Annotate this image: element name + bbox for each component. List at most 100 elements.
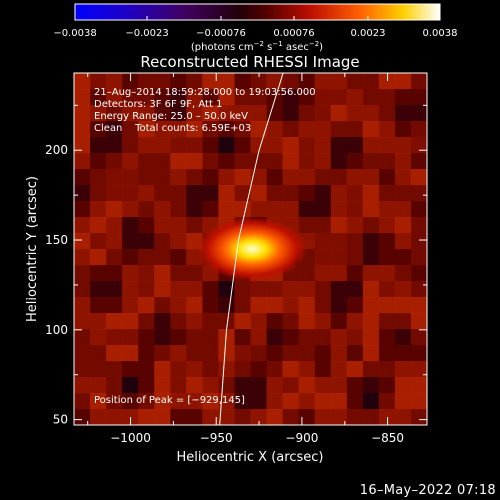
heatmap-cell <box>330 409 348 425</box>
heatmap-cell <box>218 345 235 362</box>
heatmap-cell <box>250 121 268 138</box>
colorbar-ticks: −0.0038 −0.0023 −0.00076 0.00076 0.0023 0.003… <box>53 16 458 39</box>
footer-timestamp: 16–May–2022 07:18 <box>359 483 496 498</box>
heatmap-cell <box>282 361 300 378</box>
heatmap-cell <box>330 297 348 314</box>
heatmap-cell <box>282 297 300 314</box>
heatmap-cell <box>410 137 427 154</box>
heatmap-cell <box>186 105 203 122</box>
heatmap-cell <box>250 137 268 154</box>
heatmap-cell <box>250 201 268 218</box>
heatmap-cell <box>346 169 364 186</box>
heatmap-cell <box>266 393 284 410</box>
heatmap-cell <box>250 345 268 362</box>
heatmap-cell <box>314 73 332 90</box>
heatmap-cell <box>138 201 155 218</box>
heatmap-cell <box>394 73 412 90</box>
heatmap-cell <box>266 185 284 202</box>
heatmap-cell <box>362 345 380 362</box>
heatmap-cell <box>106 345 123 362</box>
heatmap-cell <box>154 297 171 314</box>
heatmap-cell <box>250 297 268 314</box>
heatmap-cell <box>282 169 300 186</box>
heatmap-cells <box>74 73 427 425</box>
heatmap-cell <box>170 201 187 218</box>
heatmap-cell <box>202 153 219 170</box>
heatmap-cell <box>106 137 123 154</box>
heatmap-cell <box>410 217 427 234</box>
heatmap-cell <box>138 409 155 425</box>
heatmap-cell <box>314 201 332 218</box>
heatmap-cell <box>362 281 380 298</box>
heatmap-cell <box>378 345 396 362</box>
heatmap-cell <box>218 185 235 202</box>
heatmap-cell <box>154 329 171 346</box>
heatmap-cell <box>378 313 396 330</box>
info-method: Clean Total counts: 6.59E+03 <box>94 123 252 134</box>
heatmap-cell <box>378 73 396 90</box>
heatmap-cell <box>378 393 396 410</box>
heatmap-cell <box>346 281 364 298</box>
heatmap-cell <box>410 201 427 218</box>
heatmap-cell <box>378 361 396 378</box>
heatmap-cell <box>362 393 380 410</box>
heatmap-cell <box>186 201 203 218</box>
colorbar-tick-label: 0.0038 <box>423 28 458 39</box>
heatmap-cell <box>394 377 412 394</box>
heatmap-cell <box>362 265 380 282</box>
heatmap-cell <box>202 281 219 298</box>
heatmap-cell <box>74 265 91 282</box>
heatmap-cell <box>106 313 123 330</box>
heatmap-cell <box>282 73 300 90</box>
heatmap-cell <box>298 345 316 362</box>
heatmap-cell <box>170 185 187 202</box>
heatmap-cell <box>90 169 107 186</box>
heatmap-cell <box>250 313 268 330</box>
heatmap-cell <box>154 281 171 298</box>
chart-title: Reconstructed RHESSI Image <box>140 53 359 71</box>
heatmap-cell <box>330 73 348 90</box>
heatmap-cell <box>378 281 396 298</box>
heatmap-cell <box>362 73 380 90</box>
heatmap-cell <box>218 105 235 122</box>
heatmap-cell <box>298 137 316 154</box>
heatmap-cell <box>170 393 187 410</box>
heatmap-cell <box>314 185 332 202</box>
heatmap-cell <box>154 265 171 282</box>
heatmap-cell <box>74 169 91 186</box>
heatmap-cell <box>394 201 412 218</box>
heatmap-cell <box>74 409 91 425</box>
heatmap-cell <box>330 169 348 186</box>
heatmap-cell <box>346 345 364 362</box>
heatmap-cell <box>282 121 300 138</box>
heatmap-cell <box>202 73 219 90</box>
heatmap-cell <box>170 409 187 425</box>
heatmap-cell <box>410 281 427 298</box>
heatmap-cell <box>74 201 91 218</box>
heatmap-cell <box>218 89 235 106</box>
heatmap-cell <box>394 105 412 122</box>
heatmap-cell <box>74 137 91 154</box>
heatmap-cell <box>234 313 251 330</box>
heatmap-cell <box>122 233 139 250</box>
heatmap-cell <box>138 393 155 410</box>
heatmap-cell <box>314 217 332 234</box>
heatmap-cell <box>266 153 284 170</box>
heatmap-cell <box>266 313 284 330</box>
heatmap-cell <box>90 153 107 170</box>
heatmap-cell <box>90 297 107 314</box>
heatmap-cell <box>154 89 171 106</box>
heatmap-cell <box>122 217 139 234</box>
heatmap-cell <box>378 153 396 170</box>
heatmap-cell <box>346 313 364 330</box>
heatmap-cell <box>122 297 139 314</box>
heatmap-cell <box>138 137 155 154</box>
heatmap-cell <box>218 73 235 90</box>
heatmap-cell <box>330 105 348 122</box>
heatmap-cell <box>154 377 171 394</box>
heatmap-cell <box>170 297 187 314</box>
heatmap-cell <box>106 153 123 170</box>
heatmap-cell <box>330 265 348 282</box>
heatmap-cell <box>74 377 91 394</box>
heatmap-cell <box>186 409 203 425</box>
